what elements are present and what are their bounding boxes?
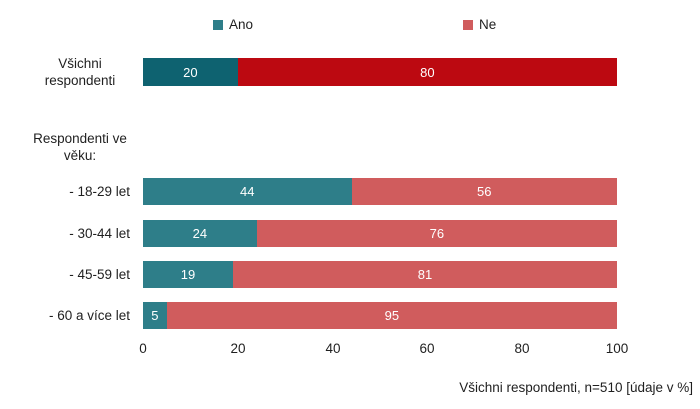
bar-value-ano: 20 (183, 64, 198, 80)
bar-18-29: 44 56 (143, 178, 617, 205)
bar-segment-ano: 19 (143, 261, 234, 288)
bar-segment-ne: 80 (237, 58, 617, 86)
x-axis-tick-100: 100 (605, 341, 629, 356)
bar-value-ano: 19 (180, 267, 196, 282)
bar-value-ano: 5 (151, 308, 159, 323)
bar-vsichni: 20 80 (143, 58, 617, 86)
bar-value-ne: 80 (420, 64, 435, 80)
x-axis-tick-20: 20 (230, 341, 246, 356)
category-label-18-29: - 18-29 let (69, 184, 130, 199)
group-label-vek: Respondenti ve věku: (33, 131, 127, 163)
legend-item-ano: Ano (213, 17, 253, 32)
category-label-30-44: - 30-44 let (69, 226, 130, 241)
bar-segment-ano: 24 (143, 220, 257, 247)
x-axis-tick-60: 60 (419, 341, 435, 356)
bar-value-ano: 24 (192, 226, 208, 241)
legend-swatch-ano-icon (213, 19, 223, 30)
bar-segment-ne: 81 (233, 261, 617, 288)
bar-30-44: 24 76 (143, 220, 617, 247)
x-axis-tick-80: 80 (514, 341, 530, 356)
legend-label-ne: Ne (479, 17, 497, 32)
bar-segment-ano: 5 (143, 302, 167, 329)
bar-value-ne: 76 (429, 226, 445, 241)
x-axis-tick-0: 0 (139, 341, 147, 356)
chart-footnote: Všichni respondenti, n=510 [údaje v %] (459, 380, 693, 395)
bar-45-59: 19 81 (143, 261, 617, 288)
bar-value-ne: 95 (384, 308, 400, 323)
category-label-60-plus: - 60 a více let (48, 308, 130, 323)
bar-segment-ne: 95 (166, 302, 617, 329)
bar-segment-ne: 56 (351, 178, 617, 205)
legend-swatch-ne-icon (463, 19, 473, 30)
category-label-45-59: - 45-59 let (69, 267, 130, 282)
bar-60-plus: 5 95 (143, 302, 617, 329)
bar-segment-ano: 20 (143, 58, 238, 86)
category-label-vsichni: Všichni respondenti (44, 56, 116, 88)
legend-label-ano: Ano (229, 17, 254, 32)
legend-item-ne: Ne (463, 17, 496, 32)
bar-value-ano: 44 (240, 184, 255, 199)
bar-value-ne: 56 (477, 184, 492, 199)
bar-segment-ne: 76 (256, 220, 617, 247)
bar-value-ne: 81 (417, 267, 433, 282)
bar-segment-ano: 44 (143, 178, 352, 205)
x-axis-tick-40: 40 (325, 341, 341, 356)
